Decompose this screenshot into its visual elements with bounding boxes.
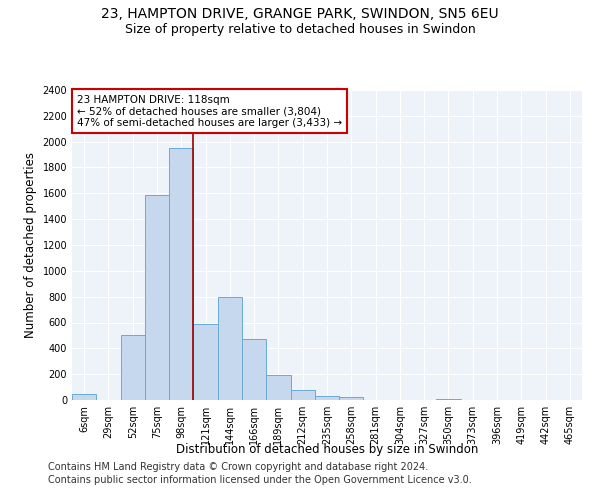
Bar (218, 296, 242, 400)
Bar (242, 340, 266, 400)
Y-axis label: Number of detached properties: Number of detached properties (24, 152, 37, 338)
Bar (121, 336, 145, 400)
Bar (339, 398, 364, 400)
Bar (72, 394, 96, 400)
Bar (315, 396, 339, 400)
Text: Contains HM Land Registry data © Crown copyright and database right 2024.: Contains HM Land Registry data © Crown c… (48, 462, 428, 472)
Text: Contains public sector information licensed under the Open Government Licence v3: Contains public sector information licen… (48, 475, 472, 485)
Bar (290, 390, 315, 400)
Bar (145, 194, 169, 400)
Text: 23 HAMPTON DRIVE: 118sqm
← 52% of detached houses are smaller (3,804)
47% of sem: 23 HAMPTON DRIVE: 118sqm ← 52% of detach… (77, 94, 342, 128)
Bar (436, 398, 461, 400)
Bar (193, 324, 218, 400)
Text: 23, HAMPTON DRIVE, GRANGE PARK, SWINDON, SN5 6EU: 23, HAMPTON DRIVE, GRANGE PARK, SWINDON,… (101, 8, 499, 22)
Bar (266, 375, 290, 400)
Text: Distribution of detached houses by size in Swindon: Distribution of detached houses by size … (176, 442, 478, 456)
Text: Size of property relative to detached houses in Swindon: Size of property relative to detached ho… (125, 22, 475, 36)
Bar (169, 148, 193, 400)
